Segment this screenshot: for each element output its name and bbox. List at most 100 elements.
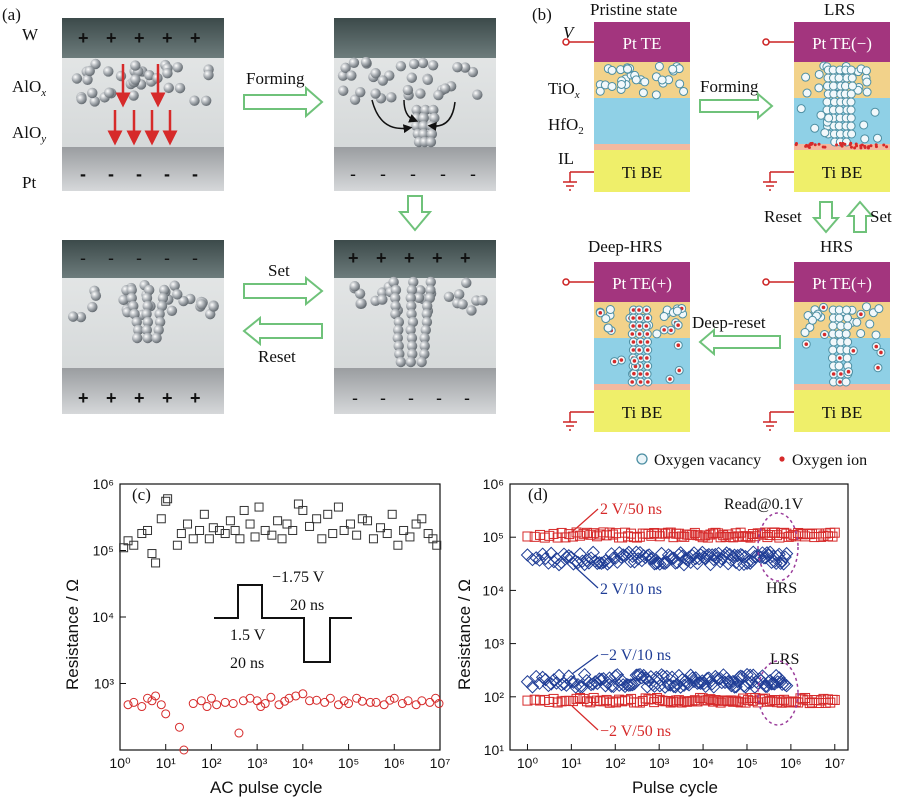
ion-ball [87, 87, 98, 99]
ion-ball [131, 316, 142, 328]
data-point [778, 550, 792, 564]
vacancy-dot [828, 345, 838, 355]
vacancy-dot [652, 329, 662, 339]
vacancy-dot [846, 65, 856, 75]
ion-ball [419, 340, 430, 352]
ion-dot [637, 308, 641, 312]
ion-dot [638, 380, 643, 384]
data-point [635, 553, 649, 568]
data-point [208, 523, 218, 533]
chart-c: (c) 10⁰ 10¹ 10² 10³ 10⁴ 10⁵ 10⁶ 10⁷ 10³ 10⁴ 10⁵ 10⁶… [63, 476, 450, 797]
svg-text:+: + [162, 28, 173, 48]
ion-ball [406, 284, 418, 296]
ion-ball [159, 284, 170, 296]
data-point [827, 531, 838, 542]
ion-ball [390, 284, 402, 296]
ion-ball [203, 69, 214, 81]
data-point [288, 525, 298, 535]
data-point [284, 693, 294, 703]
vacancy-dot [607, 81, 617, 91]
data-point [312, 695, 322, 705]
data-point [575, 530, 586, 541]
data-point [529, 531, 540, 542]
data-point [577, 667, 592, 682]
data-point [382, 529, 392, 539]
data-point [692, 530, 703, 541]
data-point [649, 556, 663, 571]
data-point [188, 699, 198, 709]
data-point [225, 516, 235, 526]
x-tick-label: 10⁰ [109, 755, 131, 771]
panel-a-label: (a) [2, 5, 21, 24]
ion-ball [472, 89, 483, 100]
ion-ball [417, 57, 429, 69]
svg-text:-: - [108, 248, 114, 268]
data-point [317, 534, 327, 544]
svg-text:-: - [470, 164, 476, 184]
ion-ball [355, 86, 366, 98]
data-point [629, 532, 640, 543]
svg-text:+: + [190, 28, 201, 48]
data-point [365, 697, 375, 707]
y-tick-label: 10⁴ [92, 609, 114, 625]
ion-ball [103, 66, 114, 77]
bottom-electrode-label: Ti BE [622, 403, 662, 422]
ion-ball [75, 311, 87, 323]
hrs-title: HRS [820, 237, 853, 256]
pos-time-label: 20 ns [230, 655, 264, 672]
data-point [726, 674, 740, 689]
ion-ball [115, 70, 127, 82]
y-tick-label: 10¹ [484, 742, 505, 758]
data-point [305, 521, 315, 531]
data-point [672, 668, 686, 683]
data-point [411, 700, 421, 710]
ion-ball [338, 85, 349, 96]
vacancy-dot [834, 313, 844, 323]
svg-text:-: - [380, 388, 386, 408]
data-point [220, 529, 230, 539]
ion-ball [393, 340, 404, 352]
vacancy-dot [834, 361, 844, 371]
y-tick-label: 10³ [94, 676, 115, 692]
svg-text:-: - [408, 388, 414, 408]
ion-dot [646, 380, 650, 384]
data-point [196, 696, 206, 706]
device-stack-hrs: Pt TE(+) Ti BE [762, 262, 890, 432]
ion-ball [433, 89, 444, 101]
ion-ball [418, 112, 429, 124]
data-point [333, 502, 343, 512]
ion-ball [354, 288, 366, 299]
vacancy-dot [654, 61, 664, 71]
data-point [393, 540, 403, 550]
ion-ball [406, 332, 418, 344]
data-point [625, 678, 640, 692]
chart-d-xlabel: Pulse cycle [632, 778, 718, 797]
ion-ball [178, 295, 189, 307]
data-point [345, 519, 355, 529]
data-point [608, 669, 623, 683]
svg-text:+: + [162, 388, 173, 408]
device-stack-lrs: Pt TE(−) Ti BE [762, 22, 890, 192]
ion-ball [388, 276, 399, 288]
vacancy-dot [846, 113, 856, 123]
data-point [588, 528, 599, 539]
ion-ball [405, 292, 416, 304]
data-point [564, 674, 578, 689]
ion-ball [126, 284, 137, 296]
data-point [188, 534, 198, 544]
data-point [151, 558, 161, 568]
ion-dot [804, 342, 809, 346]
data-point [245, 519, 255, 529]
data-point [434, 699, 444, 709]
vacancy-dot [841, 329, 851, 339]
svg-text:+: + [78, 28, 89, 48]
data-point [687, 529, 698, 540]
svg-text:+: + [460, 248, 471, 268]
data-point [123, 700, 133, 710]
deep-hrs-title: Deep-HRS [588, 237, 663, 256]
vacancy-dot [846, 121, 856, 131]
ion-ball [406, 300, 417, 312]
set-label-a: Set [268, 261, 290, 280]
data-point [723, 547, 737, 562]
data-point [620, 677, 634, 692]
